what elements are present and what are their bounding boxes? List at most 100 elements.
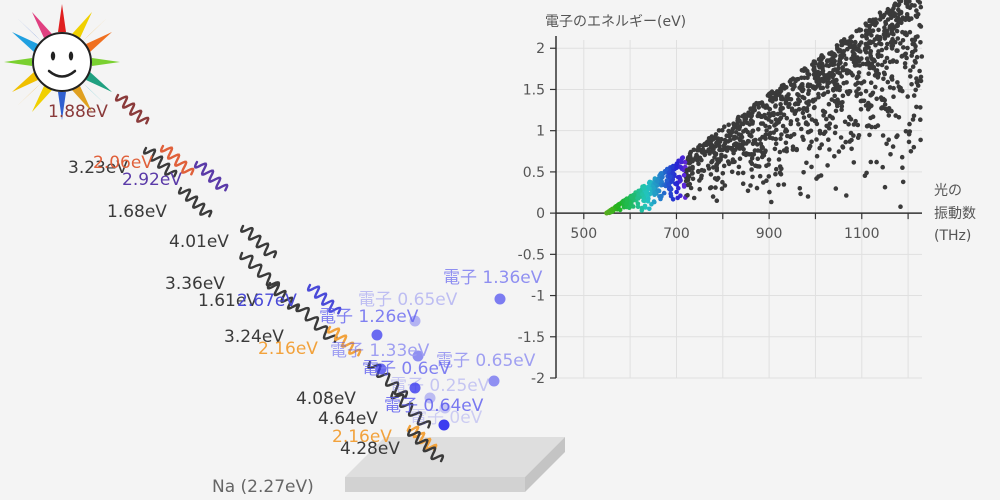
data-point xyxy=(898,41,903,46)
data-point xyxy=(661,190,667,196)
data-point xyxy=(866,71,871,76)
data-point xyxy=(796,122,801,127)
data-point xyxy=(815,83,821,88)
data-point xyxy=(854,47,859,52)
data-point xyxy=(810,97,816,103)
data-point xyxy=(905,45,910,51)
data-point xyxy=(804,100,809,105)
electron: 電子 0.6eV xyxy=(362,359,451,379)
electron-energy-label: 電子 0.65eV xyxy=(358,290,458,310)
data-point xyxy=(863,21,868,27)
data-point xyxy=(898,85,903,91)
data-point xyxy=(833,53,838,58)
data-point xyxy=(836,49,842,54)
data-point xyxy=(918,40,923,45)
data-point xyxy=(777,149,783,155)
photon: 1.61eV xyxy=(198,281,301,312)
data-point xyxy=(690,176,696,182)
data-point xyxy=(900,179,906,185)
data-point xyxy=(751,152,757,157)
data-point xyxy=(914,76,919,81)
data-point xyxy=(714,162,719,167)
data-point xyxy=(711,165,716,170)
data-point xyxy=(872,37,878,42)
data-point xyxy=(784,94,789,99)
data-point xyxy=(750,128,756,134)
data-point xyxy=(816,91,821,97)
electron: 電子 0.65eV xyxy=(358,290,458,327)
data-point xyxy=(855,80,861,86)
data-point xyxy=(763,123,768,129)
data-point xyxy=(712,155,717,160)
data-point xyxy=(610,209,615,214)
photon: 2.92eV xyxy=(122,160,229,192)
data-point xyxy=(640,192,645,197)
data-point xyxy=(800,94,805,100)
data-point xyxy=(766,157,772,162)
data-point xyxy=(875,62,881,67)
data-point xyxy=(710,194,716,199)
data-point xyxy=(716,128,722,133)
data-point xyxy=(754,100,759,106)
data-point xyxy=(755,156,761,162)
data-point xyxy=(641,186,647,191)
data-point xyxy=(642,203,648,209)
data-point xyxy=(851,160,857,165)
data-point xyxy=(830,79,835,84)
data-point xyxy=(715,175,721,181)
y-tick-label: 1.5 xyxy=(523,82,545,98)
data-point xyxy=(819,76,825,82)
data-point xyxy=(745,188,751,194)
data-point xyxy=(826,101,832,107)
photon: 4.64eV xyxy=(318,390,432,429)
data-point xyxy=(630,195,636,200)
y-tick-label: 1 xyxy=(536,124,545,140)
data-point xyxy=(836,66,841,71)
electron-dot xyxy=(439,402,451,414)
data-point xyxy=(678,158,684,164)
data-point xyxy=(856,70,862,75)
data-point xyxy=(918,117,923,122)
data-point xyxy=(799,126,804,132)
data-point xyxy=(864,56,870,61)
data-point xyxy=(841,49,847,54)
data-point xyxy=(887,85,893,90)
data-point xyxy=(767,113,773,119)
data-point xyxy=(843,61,848,67)
data-point xyxy=(651,199,657,204)
data-point xyxy=(793,101,799,106)
data-point xyxy=(687,151,693,156)
data-point xyxy=(847,139,852,144)
data-point xyxy=(894,28,900,34)
y-tick-label: 2 xyxy=(536,41,545,57)
data-point xyxy=(870,90,876,96)
data-point xyxy=(796,93,801,98)
data-point xyxy=(756,127,761,132)
data-point xyxy=(748,117,754,123)
photon-energy-label: 1.68eV xyxy=(107,202,167,222)
data-point xyxy=(713,132,719,137)
data-point xyxy=(675,175,681,180)
data-point xyxy=(773,141,779,146)
data-point xyxy=(697,186,702,192)
data-point xyxy=(696,169,701,174)
photon: 4.28eV xyxy=(340,428,445,463)
data-point xyxy=(726,128,731,134)
photon-energy-label: 4.08eV xyxy=(296,389,356,409)
photon-energy-label: 3.23eV xyxy=(68,158,128,178)
data-point xyxy=(864,36,869,41)
data-point xyxy=(837,84,843,90)
data-point xyxy=(777,170,783,175)
data-point xyxy=(821,113,826,118)
data-point xyxy=(720,171,726,176)
data-point xyxy=(720,128,725,133)
data-point xyxy=(855,122,861,128)
data-point xyxy=(826,63,832,69)
photon: 3.24eV xyxy=(224,303,338,347)
data-point xyxy=(627,205,632,210)
data-point xyxy=(869,33,874,38)
data-point xyxy=(784,148,789,154)
data-point xyxy=(740,170,746,176)
data-point xyxy=(801,115,807,120)
data-point xyxy=(830,115,835,120)
